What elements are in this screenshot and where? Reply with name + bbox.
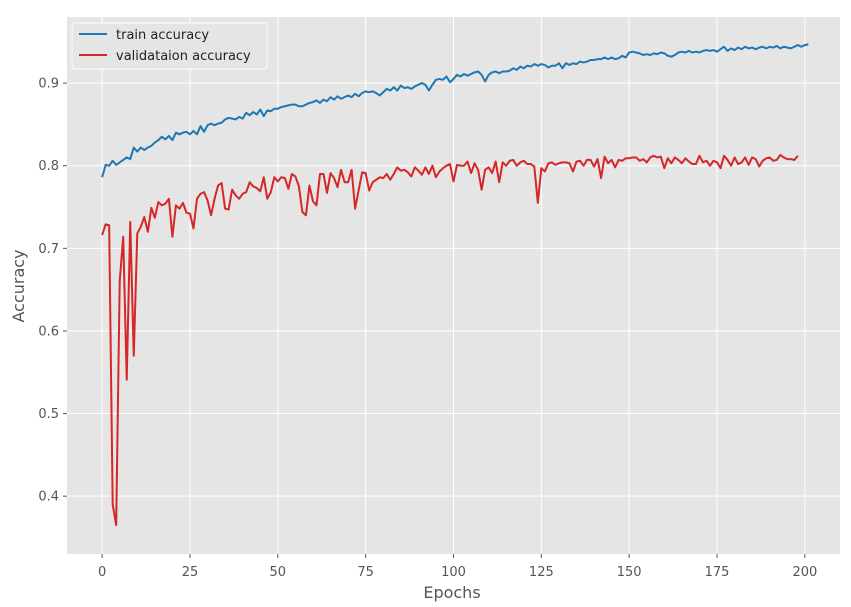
legend-label-train-accuracy: train accuracy: [116, 28, 209, 43]
grid-lines: [67, 17, 840, 554]
x-tick-label: 125: [529, 565, 554, 580]
x-tick-label: 0: [98, 565, 106, 580]
series-line-validataion-accuracy: [101, 153, 799, 527]
y-tick-label: 0.4: [38, 490, 59, 505]
y-tick-label: 0.8: [38, 159, 59, 174]
x-axis-label: Epochs: [423, 583, 480, 602]
y-tick-label: 0.5: [38, 407, 59, 422]
y-tick-label: 0.9: [38, 77, 59, 92]
x-tick-label: 150: [617, 565, 642, 580]
x-tick-label: 50: [270, 565, 287, 580]
x-tick-label: 75: [357, 565, 374, 580]
legend-label-validation-accuracy: validataion accuracy: [116, 49, 251, 64]
legend: train accuracy validataion accuracy: [71, 22, 268, 70]
x-axis-ticks: 0 25 50 75 100 125 150 175 200: [98, 554, 817, 580]
y-axis-ticks: 0.4 0.5 0.6 0.7 0.8 0.9: [38, 77, 67, 505]
x-tick-label: 175: [705, 565, 730, 580]
y-tick-label: 0.7: [38, 242, 59, 257]
x-tick-label: 100: [441, 565, 466, 580]
series-line-train-accuracy: [101, 43, 809, 178]
x-tick-label: 25: [182, 565, 199, 580]
y-axis-label: Accuracy: [9, 249, 28, 322]
series-layer: [101, 43, 809, 527]
legend-box: [71, 22, 268, 70]
y-tick-label: 0.6: [38, 324, 59, 339]
x-tick-label: 200: [792, 565, 817, 580]
